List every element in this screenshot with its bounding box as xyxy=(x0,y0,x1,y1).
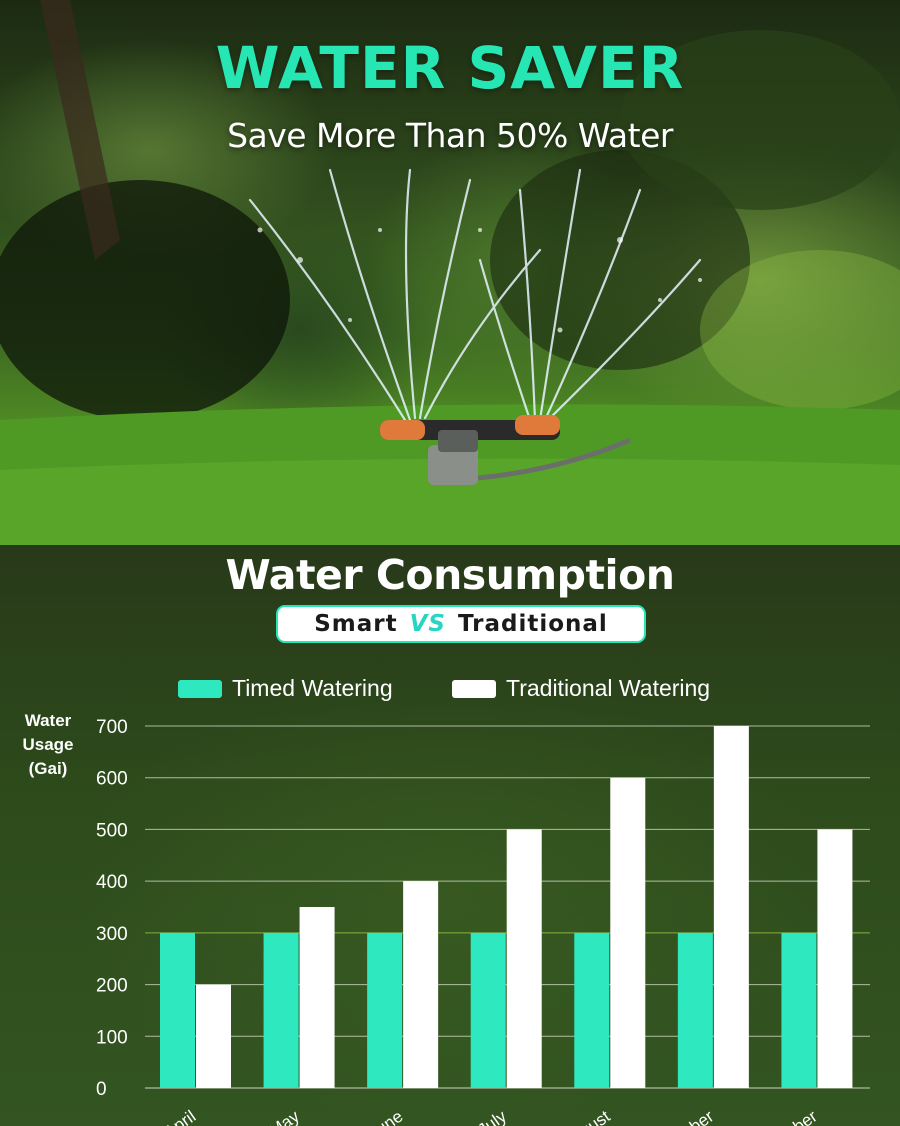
y-axis-label-line: Water xyxy=(24,711,72,730)
bar-traditional xyxy=(610,777,646,1088)
y-tick-label: 200 xyxy=(96,976,128,997)
x-tick-label: May xyxy=(266,1106,304,1126)
water-consumption-chart-section: Water Consumption Smart VS Traditional T… xyxy=(0,545,900,1126)
legend-item-timed: Timed Watering xyxy=(178,675,393,702)
badge-right-text: Traditional xyxy=(457,611,608,637)
bar-traditional xyxy=(299,907,335,1088)
sprinkler-photo xyxy=(0,0,900,545)
x-tick-label: April xyxy=(161,1107,200,1126)
bar-traditional xyxy=(713,726,749,1088)
badge-vs-text: VS xyxy=(409,611,446,637)
bar-chart: 0 100 200 300 400 500 600 700 April May June July ug… xyxy=(96,717,870,1126)
x-tick-label: tember xyxy=(663,1107,718,1126)
legend-label-timed: Timed Watering xyxy=(232,675,393,701)
y-tick-label: 100 xyxy=(96,1027,128,1048)
x-tick-label: June xyxy=(365,1107,406,1126)
bar-traditional xyxy=(506,829,542,1088)
legend-label-traditional: Traditional Watering xyxy=(506,675,711,701)
y-tick-label: 700 xyxy=(96,717,128,738)
bar-traditional xyxy=(403,881,439,1088)
y-axis-label: Water Usage (Gai) xyxy=(10,709,86,781)
y-axis-label-line: (Gai) xyxy=(28,759,68,778)
bar-timed xyxy=(470,932,506,1088)
bar-traditional xyxy=(196,984,231,1088)
comparison-badge: Smart VS Traditional xyxy=(276,605,646,643)
y-axis-label-line: Usage xyxy=(22,735,74,754)
y-tick-label: 0 xyxy=(96,1079,107,1100)
legend-swatch-traditional xyxy=(452,679,496,698)
hero-subtitle: Save More Than 50% Water xyxy=(227,116,673,155)
legend-swatch-timed xyxy=(178,679,222,698)
bar-timed xyxy=(574,932,610,1088)
y-tick-label: 400 xyxy=(96,872,128,893)
bar-timed xyxy=(367,932,403,1088)
bar-traditional xyxy=(817,829,853,1088)
bar-timed xyxy=(781,932,817,1088)
chart-title: Water Consumption xyxy=(225,551,675,599)
hero-banner: WATER SAVER Save More Than 50% Water xyxy=(0,0,900,545)
bar-timed xyxy=(677,932,713,1088)
legend-item-traditional: Traditional Watering xyxy=(452,675,710,702)
y-tick-label: 500 xyxy=(96,820,128,841)
hero-title: WATER SAVER xyxy=(215,34,685,102)
badge-left-text: Smart xyxy=(314,611,398,637)
x-tick-label: ctober xyxy=(771,1107,821,1126)
y-tick-label: 300 xyxy=(96,924,128,945)
x-tick-label: ugust xyxy=(569,1107,614,1126)
bar-timed xyxy=(263,932,299,1088)
bar-timed xyxy=(160,932,195,1088)
x-tick-label: July xyxy=(474,1106,510,1126)
y-tick-label: 600 xyxy=(96,769,128,790)
